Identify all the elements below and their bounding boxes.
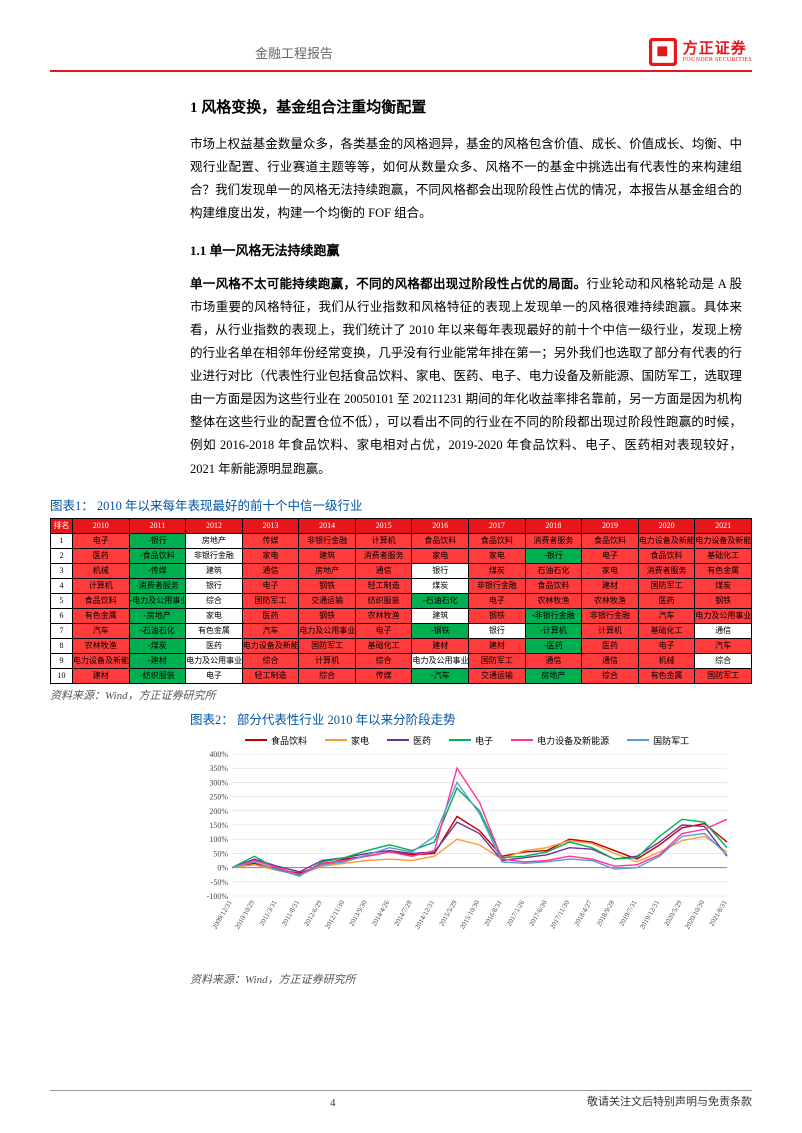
svg-text:200%: 200% bbox=[209, 806, 228, 815]
svg-text:250%: 250% bbox=[209, 792, 228, 801]
figure-1-source: 资料来源：Wind，方正证券研究所 bbox=[50, 687, 752, 703]
svg-text:2014/12/31: 2014/12/31 bbox=[413, 898, 436, 930]
svg-text:2019/12/31: 2019/12/31 bbox=[638, 898, 661, 930]
disclaimer: 敬请关注文后特别声明与免责条款 bbox=[587, 1093, 752, 1109]
svg-text:2011/8/31: 2011/8/31 bbox=[280, 898, 301, 927]
svg-text:350%: 350% bbox=[209, 764, 228, 773]
svg-text:100%: 100% bbox=[209, 835, 228, 844]
figure-2-chart: 食品饮料家电医药电子电力设备及新能源国防军工 400%350%300%250%2… bbox=[190, 734, 752, 969]
svg-text:2014/4/26: 2014/4/26 bbox=[370, 898, 391, 927]
svg-text:2010/10/29: 2010/10/29 bbox=[233, 898, 256, 930]
svg-text:2018/9/28: 2018/9/28 bbox=[595, 898, 616, 927]
figure-1-title: 图表1： 2010 年以来每年表现最好的前十个中信一级行业 bbox=[50, 495, 752, 514]
svg-text:2016/8/31: 2016/8/31 bbox=[483, 898, 504, 927]
logo-en: FOUNDER SECURITIES bbox=[683, 57, 752, 63]
svg-text:2012/11/30: 2012/11/30 bbox=[323, 898, 346, 930]
svg-text:2020/5/29: 2020/5/29 bbox=[663, 898, 684, 927]
svg-text:2014/7/28: 2014/7/28 bbox=[393, 898, 414, 927]
svg-text:-50%: -50% bbox=[211, 877, 229, 886]
svg-text:0%: 0% bbox=[217, 863, 228, 872]
page-header: 金融工程报告 方正证券 FOUNDER SECURITIES bbox=[50, 38, 752, 72]
svg-text:150%: 150% bbox=[209, 821, 228, 830]
svg-text:2021/8/31: 2021/8/31 bbox=[708, 898, 729, 927]
svg-text:2015/5/29: 2015/5/29 bbox=[438, 898, 459, 927]
svg-text:2019/7/31: 2019/7/31 bbox=[618, 898, 639, 927]
svg-text:2020/10/30: 2020/10/30 bbox=[683, 898, 706, 930]
svg-text:2017/6/30: 2017/6/30 bbox=[528, 898, 549, 927]
svg-text:2017/1/26: 2017/1/26 bbox=[505, 898, 526, 927]
figure-1-table: 排名20102011201220132014201520162017201820… bbox=[50, 518, 752, 684]
svg-text:2012/6/29: 2012/6/29 bbox=[303, 898, 324, 927]
page-footer: 4 敬请关注文后特别声明与免责条款 bbox=[50, 1090, 752, 1109]
svg-text:2018/4/27: 2018/4/27 bbox=[573, 898, 594, 927]
svg-text:50%: 50% bbox=[213, 849, 228, 858]
svg-text:400%: 400% bbox=[209, 750, 228, 759]
figure-2-source: 资料来源：Wind，方正证券研究所 bbox=[190, 971, 752, 987]
page-number: 4 bbox=[330, 1097, 336, 1109]
section-1-para: 市场上权益基金数量众多，各类基金的风格迥异，基金的风格包含价值、成长、价值成长、… bbox=[190, 133, 742, 226]
figure-2-title: 图表2： 部分代表性行业 2010 年以来分阶段走势 bbox=[190, 709, 752, 728]
logo-cn: 方正证券 bbox=[683, 42, 752, 57]
svg-text:2017/11/30: 2017/11/30 bbox=[548, 898, 571, 930]
svg-text:-100%: -100% bbox=[207, 892, 229, 901]
report-type: 金融工程报告 bbox=[255, 43, 333, 62]
svg-text:2009/12/31: 2009/12/31 bbox=[211, 898, 234, 930]
svg-text:2013/9/30: 2013/9/30 bbox=[348, 898, 369, 927]
svg-text:300%: 300% bbox=[209, 778, 228, 787]
section-1-1-para: 单一风格不太可能持续跑赢，不同的风格都出现过阶段性占优的局面。行业轮动和风格轮动… bbox=[190, 273, 742, 481]
svg-text:2011/3/31: 2011/3/31 bbox=[258, 898, 279, 927]
company-logo: 方正证券 FOUNDER SECURITIES bbox=[649, 38, 752, 66]
section-1-heading: 1 风格变换，基金组合注重均衡配置 bbox=[190, 96, 742, 117]
logo-icon bbox=[649, 38, 677, 66]
svg-text:2015/10/30: 2015/10/30 bbox=[458, 898, 481, 930]
section-1-1-heading: 1.1 单一风格无法持续跑赢 bbox=[190, 240, 742, 259]
